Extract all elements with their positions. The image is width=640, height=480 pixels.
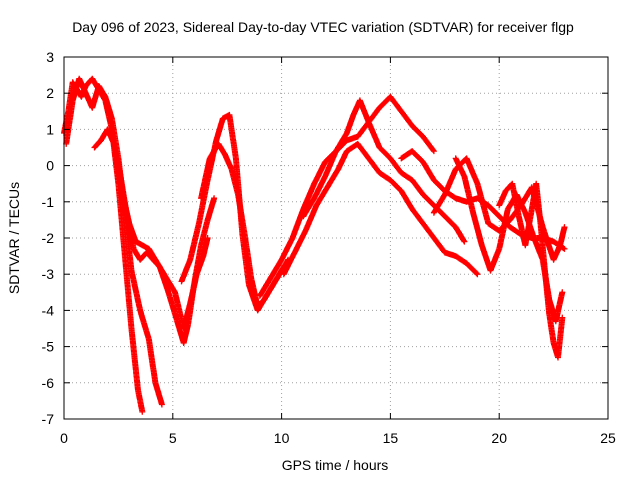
y-tick-label: -6 bbox=[42, 375, 55, 391]
y-tick-label: -5 bbox=[42, 339, 55, 355]
y-axis-ticks: 3 2 1 0 -1 -2 -3 -4 -5 -6 -7 bbox=[42, 49, 608, 427]
y-tick-label: -1 bbox=[42, 194, 55, 210]
y-tick-label: 0 bbox=[46, 158, 54, 174]
x-tick-label: 20 bbox=[491, 430, 507, 446]
series-sat-b bbox=[63, 75, 165, 408]
chart-title: Day 096 of 2023, Sidereal Day-to-day VTE… bbox=[72, 19, 574, 35]
y-tick-label: 1 bbox=[46, 121, 54, 137]
x-tick-label: 5 bbox=[169, 430, 177, 446]
y-tick-label: -4 bbox=[42, 302, 55, 318]
data-series bbox=[61, 75, 568, 415]
y-tick-label: -3 bbox=[42, 266, 55, 282]
y-tick-label: -2 bbox=[42, 230, 55, 246]
x-tick-label: 0 bbox=[60, 430, 68, 446]
x-tick-label: 25 bbox=[600, 430, 616, 446]
series-sat-i bbox=[300, 97, 468, 245]
series-sat-d bbox=[113, 155, 211, 332]
y-axis-label: SDTVAR / TECUs bbox=[6, 182, 22, 294]
x-tick-label: 10 bbox=[274, 430, 290, 446]
y-tick-label: 2 bbox=[46, 85, 54, 101]
x-tick-label: 15 bbox=[383, 430, 399, 446]
y-tick-label: -7 bbox=[42, 411, 55, 427]
series-sat-f bbox=[198, 140, 292, 310]
series-sat-h bbox=[280, 140, 481, 278]
x-axis-ticks: 0 5 10 15 20 25 bbox=[60, 57, 616, 446]
series-sat-m bbox=[496, 180, 566, 361]
y-tick-label: 3 bbox=[46, 49, 54, 65]
x-axis-label: GPS time / hours bbox=[282, 457, 389, 473]
